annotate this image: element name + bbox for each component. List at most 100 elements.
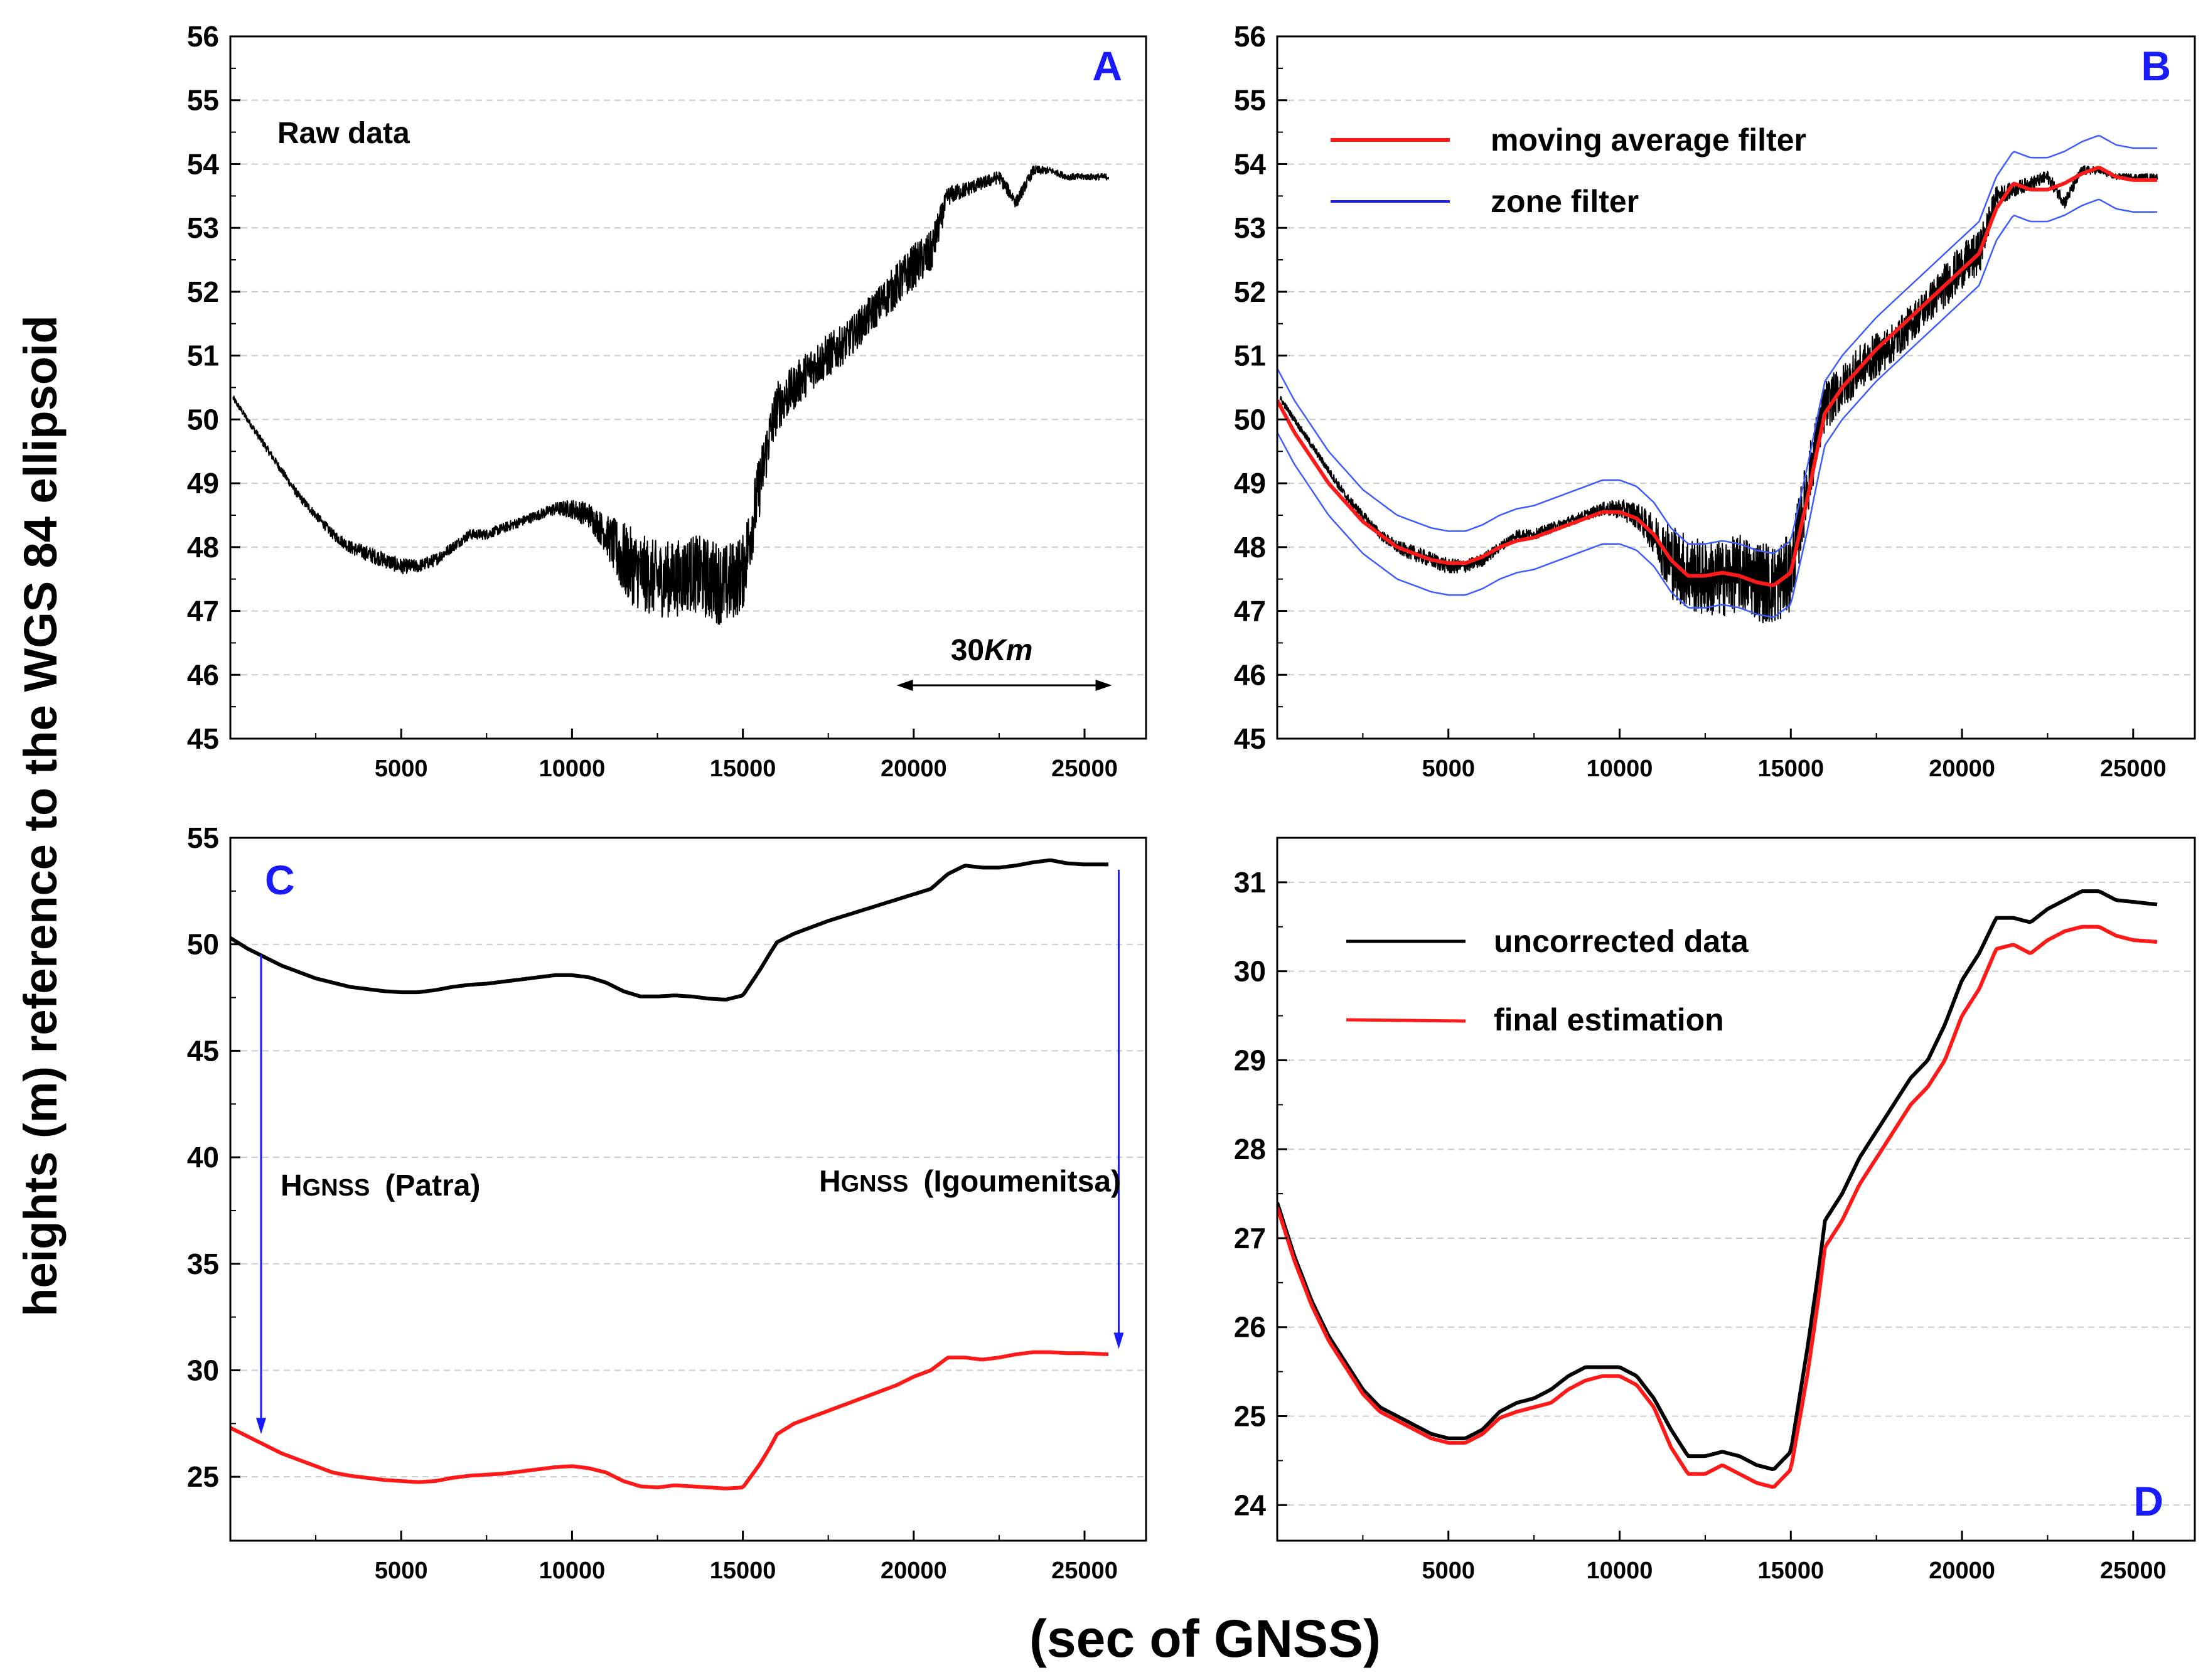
y-tick-label: 47 [1234, 595, 1266, 628]
y-tick-label: 53 [1234, 211, 1266, 244]
y-tick-label: 55 [187, 821, 219, 854]
y-tick-label: 25 [187, 1460, 219, 1493]
x-tick-label: 5000 [1422, 756, 1475, 782]
series-moving-average-filter [1277, 166, 2157, 587]
plot-area [1277, 135, 2158, 624]
y-tick-label: 52 [1234, 276, 1266, 308]
y-tick-label: 49 [1234, 467, 1266, 500]
legend-swatch [1346, 1018, 1466, 1023]
y-tick-label: 50 [187, 403, 219, 436]
x-tick-label: 10000 [539, 1558, 606, 1584]
y-tick-label: 46 [1234, 658, 1266, 691]
legend-label: uncorrected data [1494, 924, 1749, 959]
y-tick-label: 29 [1234, 1044, 1266, 1076]
scale-arrow-left [896, 680, 913, 691]
panel-letter-c: C [265, 857, 295, 903]
panel-letter-a: A [1092, 43, 1122, 89]
x-tick-label: 25000 [2100, 1558, 2167, 1584]
series-uncorrected-data [1277, 889, 2158, 1471]
x-axis-label: (sec of GNSS) [1029, 1609, 1381, 1668]
y-tick-label: 56 [1234, 20, 1266, 53]
y-tick-label: 26 [1234, 1311, 1266, 1344]
y-tick-label: 56 [187, 20, 219, 53]
panel-d: 24 25 26 27 28 29 30 31 5000 10000 15000 20000 25000… [1234, 837, 2196, 1584]
series-zone-filter-lower [1277, 198, 2157, 618]
x-tick-label: 20000 [881, 1558, 947, 1584]
y-tick-label: 50 [1234, 403, 1266, 436]
igoumenitsa-name: (Igoumenitsa) [923, 1165, 1121, 1198]
legend-label: zone filter [1491, 184, 1639, 219]
y-tick-label: 55 [1234, 84, 1266, 117]
y-tick-label: 27 [1234, 1222, 1266, 1255]
panel-a: 45 46 47 48 49 50 51 52 53 54 55 56 5000 10000 15000 20… [187, 20, 1147, 782]
arrow-right-head [1113, 1332, 1124, 1349]
y-tick-label: 48 [1234, 531, 1266, 564]
y-tick-label: 45 [187, 1034, 219, 1067]
y-tick-label: 53 [187, 211, 219, 244]
y-tick-label: 51 [187, 340, 219, 372]
y-tick-label: 46 [187, 658, 219, 691]
x-tick-label: 15000 [710, 756, 776, 782]
y-tick-label: 49 [187, 467, 219, 500]
x-tick-label: 15000 [710, 1558, 776, 1584]
y-tick-label: 28 [1234, 1133, 1266, 1165]
x-tick-label: 20000 [1929, 756, 1995, 782]
h-symbol: H [281, 1169, 303, 1202]
series-moving-average-wgs84-height [230, 858, 1109, 1002]
y-tick-label: 47 [187, 595, 219, 628]
x-tick-label: 15000 [1757, 756, 1824, 782]
y-tick-label: 24 [1234, 1489, 1267, 1521]
hgnss-patra-label: HGNSS (Patra) [281, 1169, 480, 1202]
series-zone-filter-upper [1277, 135, 2157, 554]
legend-label: final estimation [1494, 1002, 1724, 1037]
y-tick-label: 35 [187, 1248, 219, 1280]
patra-name: (Patra) [385, 1169, 480, 1202]
x-tick-label: 15000 [1757, 1558, 1824, 1584]
raw-data-label: Raw data [277, 117, 410, 150]
y-tick-label: 55 [187, 84, 219, 117]
y-tick-label: 48 [187, 531, 219, 564]
y-tick-label: 45 [187, 722, 219, 755]
y-tick-label: 54 [187, 147, 220, 180]
plot-area [230, 858, 1109, 1490]
series-final-estimation [1277, 924, 2158, 1489]
y-tick-label: 45 [1234, 722, 1266, 755]
panel-c: 25 30 35 40 45 50 55 5000 10000 15000 20000 25000 C H… [187, 821, 1147, 1584]
x-tick-label: 5000 [375, 1558, 428, 1584]
plot-frame [1276, 837, 2196, 1542]
series-final-estimation [230, 1350, 1109, 1490]
x-tick-label: 25000 [1051, 756, 1118, 782]
plot-area [1277, 889, 2158, 1489]
scale-label: 30Km [951, 634, 1033, 667]
x-tick-label: 20000 [881, 756, 947, 782]
y-tick-label: 30 [1234, 955, 1266, 988]
x-tick-label: 10000 [1587, 756, 1653, 782]
panel-b: 45 46 47 48 49 50 51 52 53 54 55 56 5000 10000 15000 20… [1234, 20, 2196, 782]
y-tick-label: 52 [187, 276, 219, 308]
y-tick-label: 50 [187, 928, 219, 961]
arrow-left-head [255, 1418, 266, 1435]
y-tick-label: 54 [1234, 147, 1267, 180]
y-axis-label: heights (m) reference to the WGS 84 elli… [14, 315, 67, 1316]
y-tick-label: 51 [1234, 340, 1266, 372]
x-tick-label: 25000 [1051, 1558, 1118, 1584]
x-tick-label: 20000 [1929, 1558, 1995, 1584]
x-tick-label: 5000 [375, 756, 428, 782]
plot-area [232, 165, 1110, 625]
x-tick-label: 5000 [1422, 1558, 1475, 1584]
panel-letter-b: B [2141, 43, 2171, 89]
legend-label: moving average filter [1491, 122, 1806, 158]
scale-unit: Km [984, 634, 1032, 667]
x-tick-label: 25000 [2100, 756, 2167, 782]
y-tick-label: 40 [187, 1141, 219, 1174]
scale-number: 30 [951, 634, 984, 667]
hgnss-igoumenitsa-label: HGNSS (Igoumenitsa) [819, 1165, 1121, 1198]
h-symbol: H [819, 1165, 841, 1198]
gnss-subscript: GNSS [303, 1175, 370, 1201]
scale-arrow-right [1095, 680, 1112, 691]
x-tick-label: 10000 [1587, 1558, 1653, 1584]
x-tick-label: 10000 [539, 756, 606, 782]
plot-frame [229, 837, 1147, 1542]
y-tick-label: 31 [1234, 866, 1266, 899]
